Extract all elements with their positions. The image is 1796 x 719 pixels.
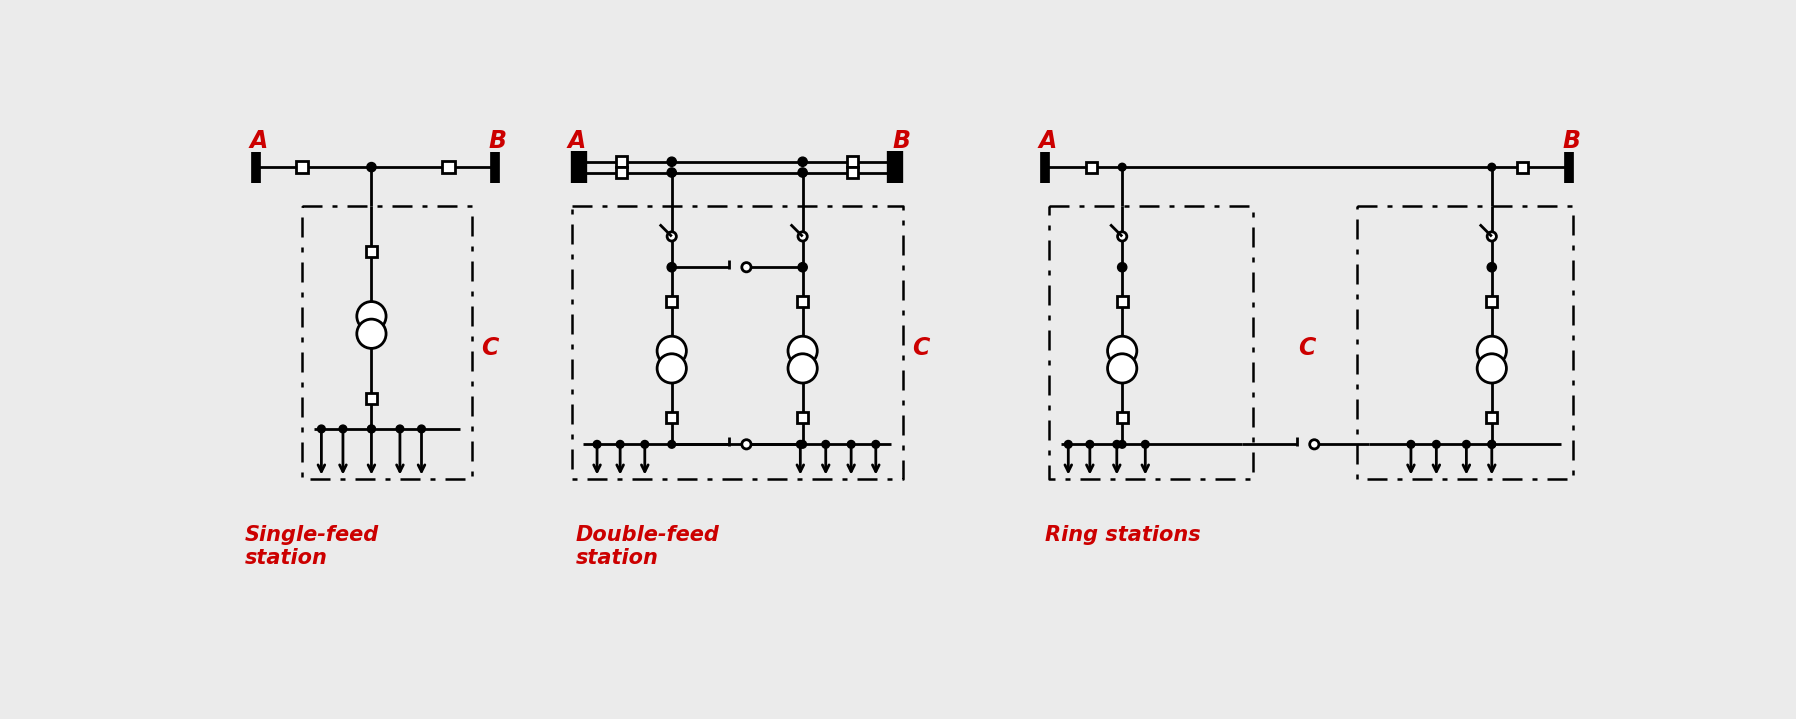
Circle shape — [1462, 441, 1471, 448]
Bar — [616, 156, 627, 167]
Circle shape — [1433, 441, 1440, 448]
Bar — [666, 412, 677, 423]
Circle shape — [823, 441, 830, 448]
Bar — [296, 161, 309, 173]
Circle shape — [1487, 163, 1496, 171]
Bar — [616, 167, 627, 178]
Bar — [848, 156, 858, 167]
Circle shape — [1108, 336, 1137, 365]
Text: A: A — [568, 129, 585, 152]
Circle shape — [418, 425, 426, 433]
Text: A: A — [1040, 129, 1058, 152]
Circle shape — [616, 441, 623, 448]
Circle shape — [357, 301, 386, 331]
Circle shape — [848, 441, 855, 448]
Circle shape — [1117, 232, 1126, 241]
Bar — [797, 296, 808, 307]
Circle shape — [1476, 354, 1507, 383]
Circle shape — [1119, 441, 1126, 448]
Circle shape — [1119, 163, 1126, 171]
Circle shape — [368, 425, 375, 433]
Circle shape — [657, 336, 686, 365]
Text: C: C — [481, 336, 497, 360]
Text: A: A — [250, 129, 268, 152]
Circle shape — [799, 441, 806, 448]
Circle shape — [368, 425, 375, 433]
Text: C: C — [912, 336, 929, 360]
Bar — [1487, 296, 1498, 307]
Circle shape — [788, 336, 817, 365]
Circle shape — [1087, 441, 1094, 448]
Circle shape — [318, 425, 325, 433]
Text: B: B — [893, 129, 911, 152]
Circle shape — [593, 441, 602, 448]
Circle shape — [742, 262, 751, 272]
Circle shape — [1108, 354, 1137, 383]
Circle shape — [871, 441, 880, 448]
Text: Ring stations: Ring stations — [1045, 525, 1202, 545]
Text: Double-feed
station: Double-feed station — [575, 525, 720, 569]
Bar — [1087, 162, 1097, 173]
Circle shape — [666, 262, 677, 272]
Bar — [1518, 162, 1528, 173]
Bar — [1487, 412, 1498, 423]
Circle shape — [797, 232, 806, 241]
Circle shape — [666, 232, 677, 241]
Circle shape — [797, 157, 806, 166]
Circle shape — [668, 441, 675, 448]
Circle shape — [1142, 441, 1149, 448]
Text: B: B — [489, 129, 506, 152]
Text: B: B — [1563, 129, 1580, 152]
Bar — [797, 412, 808, 423]
Circle shape — [1065, 441, 1072, 448]
Text: C: C — [1299, 336, 1316, 360]
Circle shape — [357, 319, 386, 349]
Circle shape — [797, 168, 806, 177]
Bar — [442, 161, 454, 173]
Circle shape — [797, 262, 806, 272]
Circle shape — [1476, 336, 1507, 365]
Circle shape — [1114, 441, 1121, 448]
Circle shape — [1487, 441, 1496, 448]
Circle shape — [1406, 441, 1415, 448]
Circle shape — [366, 162, 375, 172]
Circle shape — [641, 441, 648, 448]
Circle shape — [788, 354, 817, 383]
Bar — [848, 167, 858, 178]
Bar — [666, 296, 677, 307]
Bar — [366, 393, 377, 403]
Circle shape — [397, 425, 404, 433]
Circle shape — [1487, 262, 1496, 272]
Circle shape — [1487, 232, 1496, 241]
Circle shape — [1309, 440, 1318, 449]
Text: Single-feed
station: Single-feed station — [244, 525, 379, 569]
Circle shape — [657, 354, 686, 383]
Bar — [366, 247, 377, 257]
Circle shape — [666, 168, 677, 177]
Bar — [1117, 296, 1128, 307]
Circle shape — [796, 441, 805, 448]
Circle shape — [742, 440, 751, 449]
Circle shape — [339, 425, 347, 433]
Bar — [1117, 412, 1128, 423]
Circle shape — [1117, 262, 1126, 272]
Circle shape — [1487, 441, 1496, 448]
Circle shape — [666, 157, 677, 166]
